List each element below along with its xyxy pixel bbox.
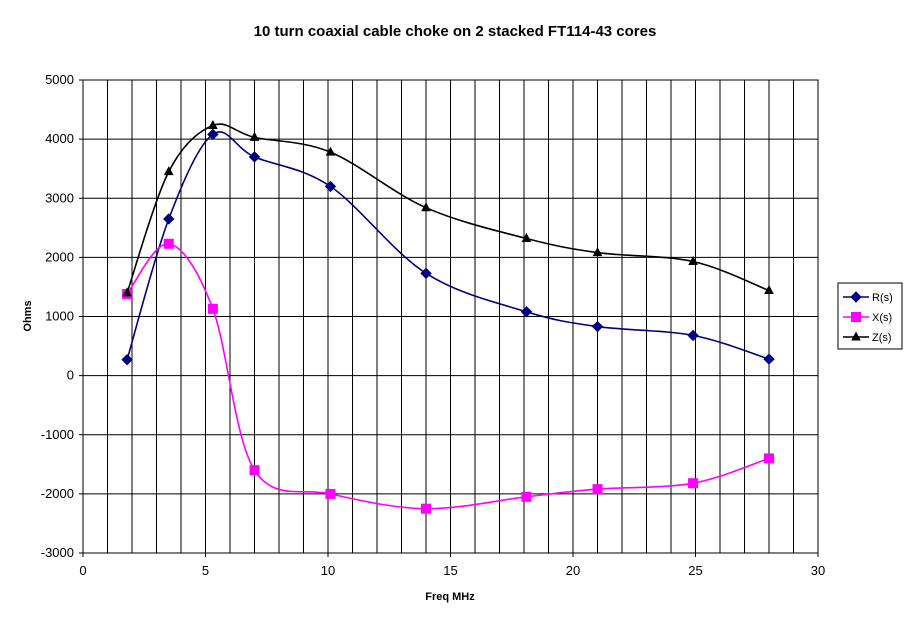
y-tick-label: 1000 xyxy=(45,309,74,324)
legend-label-rs: R(s) xyxy=(872,292,893,304)
data-point-xs xyxy=(207,303,218,314)
data-point-zs xyxy=(688,255,698,266)
chart-title: 10 turn coaxial cable choke on 2 stacked… xyxy=(254,23,657,40)
legend-label-xs: X(s) xyxy=(872,312,892,324)
series-line-xs xyxy=(126,243,770,510)
y-tick-label: 3000 xyxy=(45,190,74,205)
data-point-rs xyxy=(763,353,775,365)
x-axis-label: Freq MHz xyxy=(425,591,475,603)
axis-layer: 0 5 10 15 20 25 30 -3000 -2000 -1000 0 1000 2000 3000… xyxy=(41,72,825,578)
data-point-xs xyxy=(688,478,699,489)
x-tick-label: 15 xyxy=(443,563,457,578)
x-tick-label: 10 xyxy=(321,563,335,578)
y-axis-label: Ohms xyxy=(22,300,34,331)
x-tick-label: 25 xyxy=(688,563,702,578)
data-point-zs xyxy=(163,166,174,176)
data-point-zs xyxy=(521,232,532,242)
data-point-rs xyxy=(248,151,261,163)
y-tick-label: 4000 xyxy=(45,131,74,146)
data-point-rs xyxy=(207,128,219,141)
y-tick-label: 2000 xyxy=(45,249,74,264)
x-tick-label: 20 xyxy=(566,563,580,578)
x-tick-label: 5 xyxy=(202,563,209,578)
legend-marker-xs xyxy=(851,312,861,322)
legend-marker-rs xyxy=(850,291,862,303)
y-tick-label: -2000 xyxy=(41,486,74,501)
data-point-zs xyxy=(764,284,774,294)
data-point-rs xyxy=(324,180,337,193)
legend-label-zs: Z(s) xyxy=(872,332,892,344)
data-point-zs xyxy=(421,202,431,212)
y-tick-label: 5000 xyxy=(45,72,74,87)
data-point-xs xyxy=(163,238,174,249)
series-line-rs xyxy=(126,131,770,360)
data-point-xs xyxy=(764,453,774,464)
series-layer xyxy=(121,119,775,514)
data-point-zs xyxy=(592,247,603,257)
data-point-zs xyxy=(249,131,260,141)
x-tick-label: 0 xyxy=(79,563,86,578)
data-point-xs xyxy=(592,484,603,495)
data-point-xs xyxy=(521,491,532,502)
series-line-zs xyxy=(126,123,770,294)
data-point-rs xyxy=(520,306,533,318)
data-point-rs xyxy=(687,329,699,342)
data-point-rs xyxy=(420,267,432,280)
legend-marker-zs xyxy=(851,331,861,341)
y-tick-label: 0 xyxy=(67,368,74,383)
data-point-zs xyxy=(122,287,132,297)
grid-layer xyxy=(83,80,818,553)
data-point-xs xyxy=(249,465,260,476)
y-tick-label: -1000 xyxy=(41,427,74,442)
data-point-zs xyxy=(208,119,218,130)
data-point-xs xyxy=(421,503,431,514)
data-point-rs xyxy=(591,320,604,333)
x-tick-label: 30 xyxy=(811,563,825,578)
data-point-rs xyxy=(163,213,175,225)
data-point-xs xyxy=(325,488,336,499)
data-point-zs xyxy=(325,146,336,156)
y-tick-label: -3000 xyxy=(41,545,74,560)
data-point-rs xyxy=(121,353,133,366)
legend-box xyxy=(837,282,903,350)
legend: R(s) X(s) Z(s) xyxy=(837,282,903,350)
